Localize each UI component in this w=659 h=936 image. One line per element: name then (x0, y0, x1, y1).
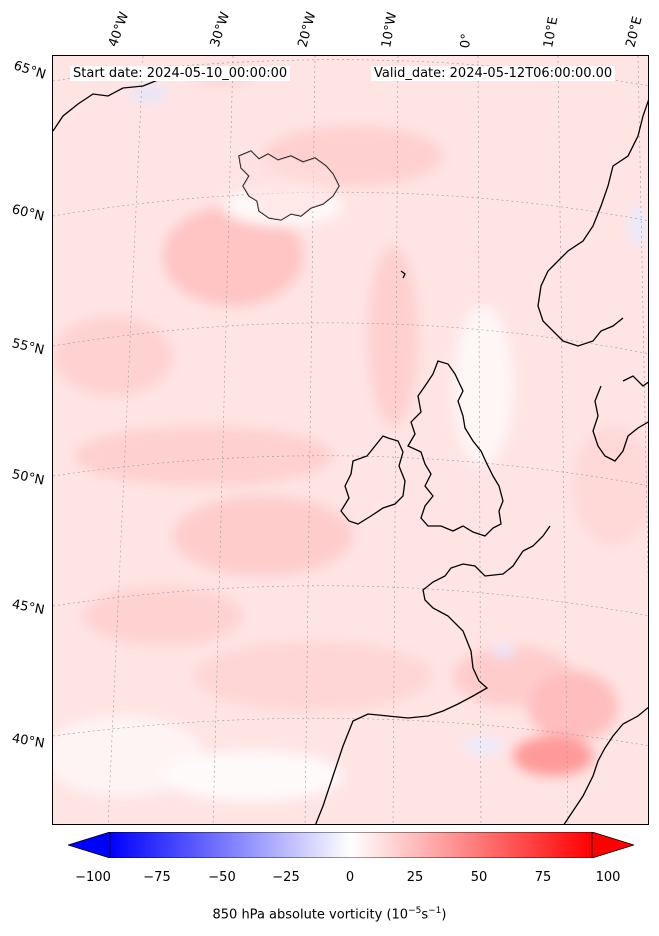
lon-label-0: 0° (458, 32, 475, 49)
vorticity-map (52, 55, 649, 825)
lat-label-45n: 45°N (10, 597, 46, 619)
graticule (53, 56, 648, 824)
colorbar-tick: −50 (208, 870, 236, 885)
scandinavia-coast (537, 99, 648, 347)
valid-date-label: Valid_date: 2024-05-12T06:00:00.00 (371, 66, 616, 81)
start-date-label: Start date: 2024-05-10_00:00:00 (70, 66, 291, 81)
lon-label-10w: 10°W (379, 11, 401, 50)
lat-label-65n: 65°N (11, 58, 48, 83)
mediterranean-coast (563, 706, 648, 824)
land-shading (239, 151, 339, 220)
lat-label-55n: 55°N (10, 336, 46, 359)
colorbar-tick: 75 (534, 870, 552, 885)
lat-label-40n: 40°N (10, 731, 46, 752)
colorbar-gradient (109, 832, 593, 858)
colorbar-tick: −75 (143, 870, 171, 885)
ireland-coast (340, 435, 406, 525)
colorbar-tick: 100 (595, 870, 621, 885)
colorbar-tick: 0 (345, 870, 355, 885)
lon-label-40w: 40°W (105, 10, 133, 49)
colorbar-tick: −100 (75, 870, 111, 885)
colorbar-low-extend (68, 832, 111, 858)
colorbar-high-extend (591, 832, 634, 858)
lon-label-20e: 20°E (623, 15, 646, 49)
map-canvas (53, 56, 648, 824)
colorbar-title: 850 hPa absolute vorticity (10−5s−1) (212, 906, 447, 923)
lat-label-60n: 60°N (10, 202, 46, 225)
lon-label-30w: 30°W (207, 10, 234, 49)
colorbar-tick: 25 (406, 870, 424, 885)
colorbar (68, 832, 634, 858)
continent-coast (315, 550, 524, 824)
great-britain-coast (407, 360, 504, 537)
lon-label-10e: 10°E (541, 15, 562, 49)
colorbar-tick: 50 (470, 870, 488, 885)
lat-label-50n: 50°N (10, 467, 46, 489)
colorbar-tick: −25 (272, 870, 300, 885)
lon-label-20w: 20°W (295, 10, 320, 49)
denmark-coast (592, 385, 648, 462)
